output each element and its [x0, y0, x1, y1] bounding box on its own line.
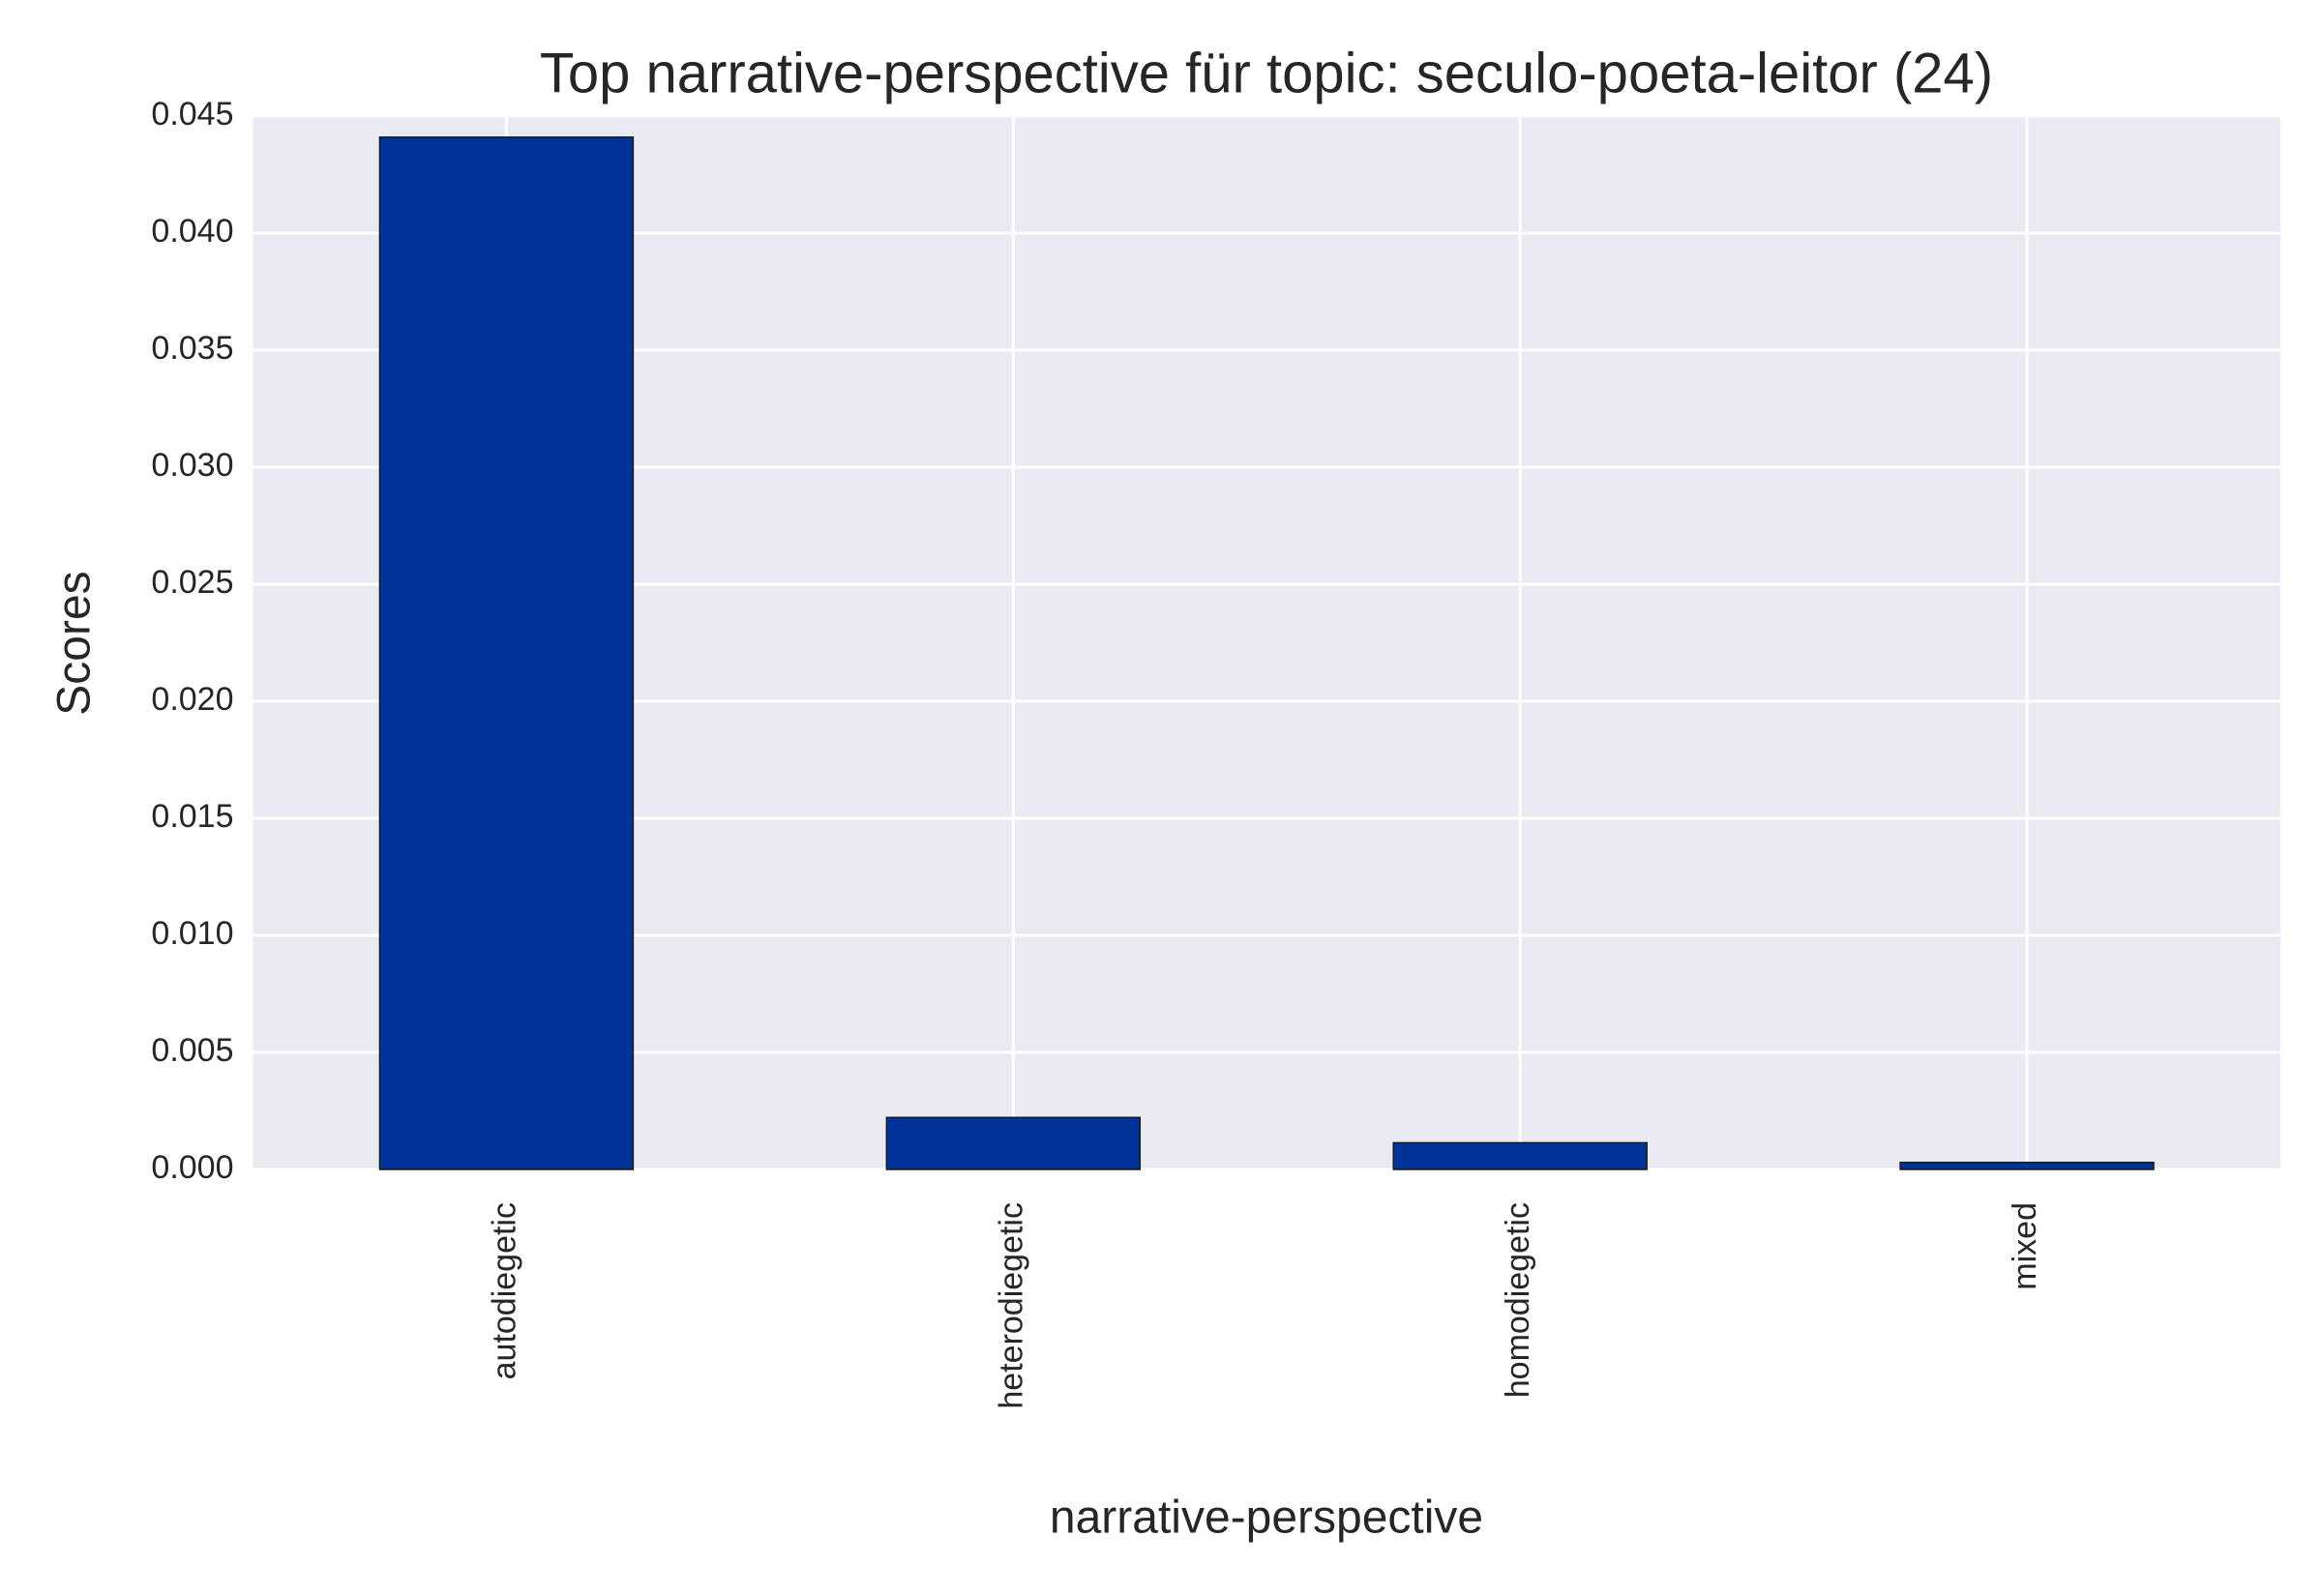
y-tick-label: 0.040: [151, 213, 233, 250]
x-tick-label: homodiegetic: [1500, 1202, 1536, 1398]
bar: [378, 136, 635, 1170]
x-tick-label: autodiegetic: [486, 1202, 522, 1379]
y-tick-label: 0.020: [151, 681, 233, 718]
y-tick-label: 0.025: [151, 564, 233, 601]
bar: [1899, 1161, 2155, 1170]
y-axis-label: Scores: [49, 571, 101, 715]
bar: [885, 1116, 1142, 1170]
y-tick-label: 0.000: [151, 1149, 233, 1186]
x-axis-label: narrative-perspective: [1050, 1493, 1483, 1544]
bar: [1392, 1141, 1648, 1170]
chart-title: Top narrative-perspective für topic: sec…: [540, 42, 1993, 104]
y-tick-label: 0.005: [151, 1032, 233, 1069]
x-tick-label: mixed: [2007, 1202, 2043, 1290]
y-tick-label: 0.010: [151, 915, 233, 952]
y-tick-label: 0.030: [151, 447, 233, 484]
y-tick-label: 0.015: [151, 798, 233, 835]
y-tick-label: 0.045: [151, 96, 233, 133]
y-tick-label: 0.035: [151, 330, 233, 367]
x-tick-label: heterodiegetic: [993, 1202, 1029, 1409]
